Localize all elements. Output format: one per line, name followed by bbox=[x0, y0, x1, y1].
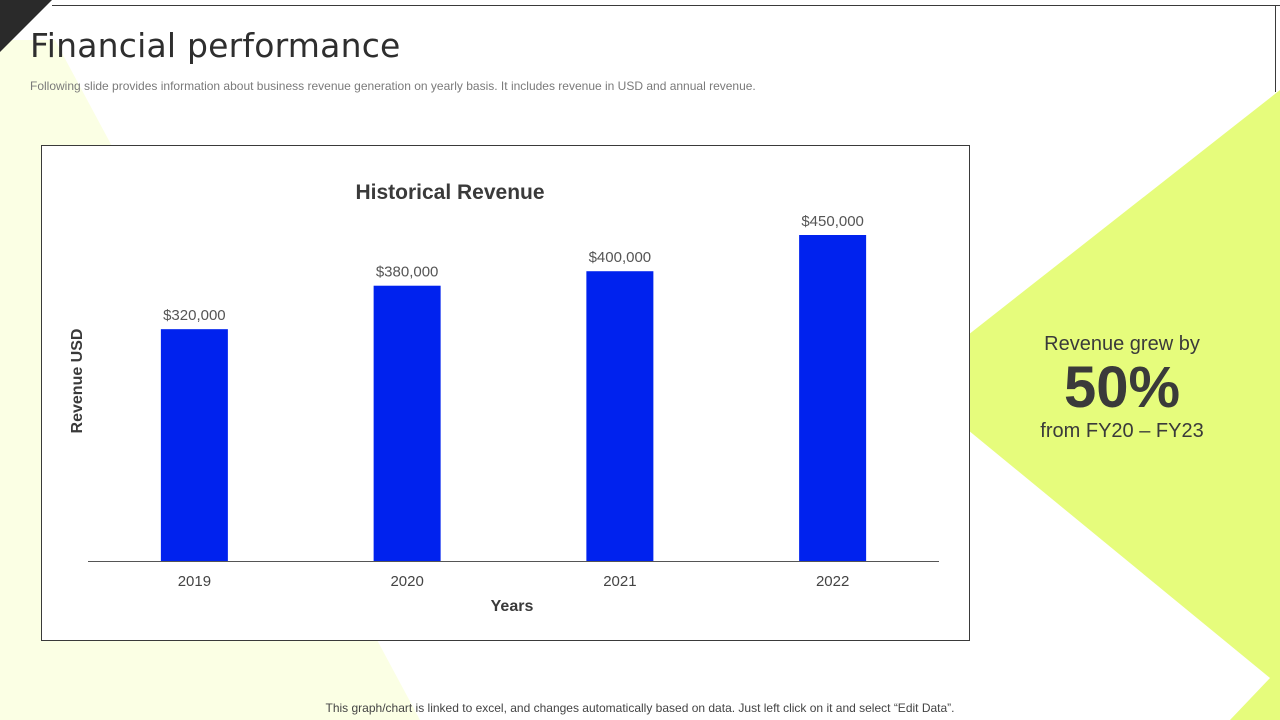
bar-2019[interactable] bbox=[160, 329, 228, 561]
y-axis-label: Revenue USD bbox=[69, 329, 86, 434]
bar-2020[interactable] bbox=[373, 285, 441, 561]
bar-2022[interactable] bbox=[799, 235, 867, 561]
footnote: This graph/chart is linked to excel, and… bbox=[325, 701, 955, 715]
bar-2021[interactable] bbox=[586, 271, 654, 561]
corner-dark-triangle bbox=[0, 0, 52, 52]
page-title: Financial performance bbox=[30, 26, 401, 65]
data-label-2021: $400,000 bbox=[589, 249, 652, 266]
x-tick-label-2022: 2022 bbox=[816, 573, 849, 590]
chart-container[interactable]: Historical Revenue Revenue USD Years $32… bbox=[41, 145, 970, 641]
revenue-growth-callout: Revenue grew by 50% from FY20 – FY23 bbox=[1000, 333, 1244, 443]
background-accent-shape bbox=[968, 90, 1280, 720]
data-label-2020: $380,000 bbox=[376, 264, 439, 281]
x-tick-label-2020: 2020 bbox=[390, 573, 423, 590]
x-axis-label: Years bbox=[491, 598, 534, 615]
bar-series: $320,000 2019 $380,000 2020 $400,000 2021 $450… bbox=[160, 213, 867, 590]
callout-text-top: Revenue grew by bbox=[1044, 333, 1200, 355]
chart-title: Historical Revenue bbox=[355, 181, 544, 204]
data-label-2019: $320,000 bbox=[163, 307, 226, 324]
data-label-2022: $450,000 bbox=[801, 213, 864, 230]
x-tick-label-2021: 2021 bbox=[603, 573, 636, 590]
callout-text-bottom: from FY20 – FY23 bbox=[1040, 420, 1204, 442]
callout-value: 50% bbox=[1063, 355, 1181, 420]
page-subtitle: Following slide provides information abo… bbox=[30, 79, 756, 93]
revenue-bar-chart[interactable]: Historical Revenue Revenue USD Years $32… bbox=[42, 146, 969, 640]
x-tick-label-2019: 2019 bbox=[178, 573, 211, 590]
